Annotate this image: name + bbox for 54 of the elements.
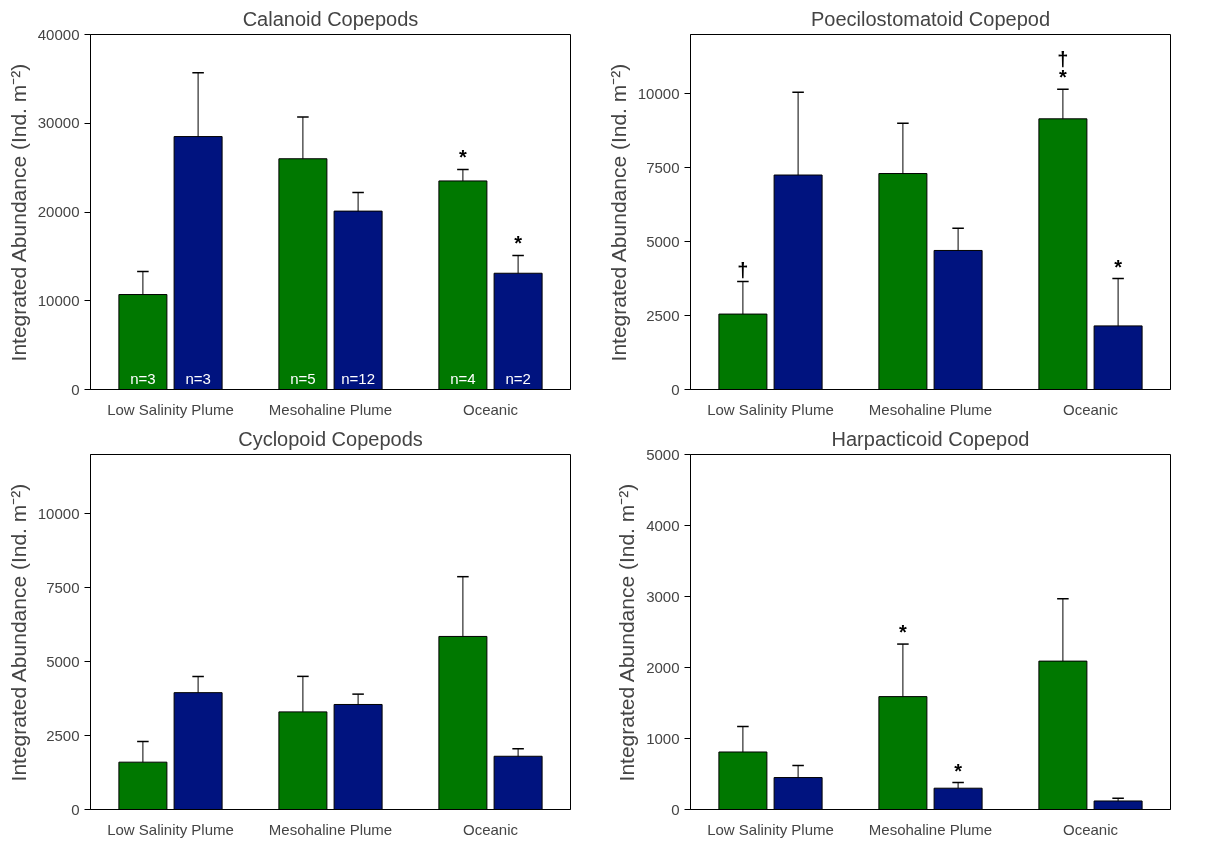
y-tick-label: 20000 bbox=[37, 203, 80, 220]
y-tick-label: 30000 bbox=[37, 114, 80, 132]
x-tick-label: Oceanic bbox=[462, 400, 519, 418]
y-tick-label: 5000 bbox=[646, 232, 680, 250]
annotation: * bbox=[514, 232, 523, 255]
y-tick-label: 2500 bbox=[646, 306, 680, 324]
x-tick-label: Low Salinity Plume bbox=[707, 400, 834, 418]
chart-title: Cyclopoid Copepods bbox=[238, 427, 423, 450]
annotation: n=2 bbox=[505, 369, 531, 387]
y-axis-title: Integrated Abundance (Ind. m⁻²) bbox=[615, 483, 639, 782]
x-tick-label: Low Salinity Plume bbox=[107, 820, 234, 838]
y-tick-label: 1000 bbox=[646, 729, 680, 747]
annotation: n=4 bbox=[450, 369, 476, 387]
annotation: n=12 bbox=[341, 369, 375, 387]
chart-title: Poecilostomatoid Copepod bbox=[810, 7, 1051, 30]
x-tick-label: Oceanic bbox=[1062, 400, 1119, 418]
y-tick-label: 7500 bbox=[46, 578, 80, 596]
y-tick-label: 7500 bbox=[646, 158, 680, 176]
annotation: * bbox=[954, 759, 963, 782]
chart-title: Calanoid Copepods bbox=[242, 7, 419, 30]
y-tick-label: 3000 bbox=[646, 587, 680, 605]
y-axis-title: Integrated Abundance (Ind. m⁻²) bbox=[606, 63, 630, 362]
annotation: n=3 bbox=[130, 369, 156, 387]
chart-title: Harpacticoid Copepod bbox=[831, 427, 1030, 450]
annotation: n=5 bbox=[290, 369, 316, 387]
x-tick-label: Oceanic bbox=[1062, 820, 1119, 838]
y-tick-label: 5000 bbox=[646, 445, 680, 463]
annotation: n=3 bbox=[185, 369, 211, 387]
y-tick-label: 0 bbox=[671, 380, 680, 398]
y-tick-label: 2500 bbox=[46, 726, 80, 744]
annotation: * bbox=[899, 621, 908, 644]
y-tick-label: 2000 bbox=[646, 658, 680, 676]
x-tick-label: Mesohaline Plume bbox=[268, 820, 393, 838]
y-tick-label: 10000 bbox=[637, 84, 680, 102]
x-tick-label: Mesohaline Plume bbox=[868, 820, 993, 838]
x-tick-label: Low Salinity Plume bbox=[107, 400, 234, 418]
y-tick-label: 0 bbox=[71, 380, 80, 398]
annotation: † bbox=[1057, 48, 1069, 71]
y-tick-label: 0 bbox=[671, 800, 680, 818]
y-tick-label: 4000 bbox=[646, 516, 680, 534]
x-tick-label: Oceanic bbox=[462, 820, 519, 838]
x-tick-label: Mesohaline Plume bbox=[868, 400, 993, 418]
x-tick-label: Mesohaline Plume bbox=[268, 400, 393, 418]
annotation: † bbox=[737, 258, 749, 281]
y-tick-label: 5000 bbox=[46, 652, 80, 670]
y-axis-title: Integrated Abundance (Ind. m⁻²) bbox=[6, 483, 30, 782]
y-tick-label: 10000 bbox=[37, 504, 80, 522]
y-tick-label: 0 bbox=[71, 800, 80, 818]
annotation: * bbox=[459, 146, 468, 169]
annotation: * bbox=[1114, 255, 1123, 278]
x-tick-label: Low Salinity Plume bbox=[707, 820, 834, 838]
y-axis-title: Integrated Abundance (Ind. m⁻²) bbox=[6, 63, 30, 362]
y-tick-label: 10000 bbox=[37, 291, 80, 309]
y-tick-label: 40000 bbox=[37, 25, 80, 43]
